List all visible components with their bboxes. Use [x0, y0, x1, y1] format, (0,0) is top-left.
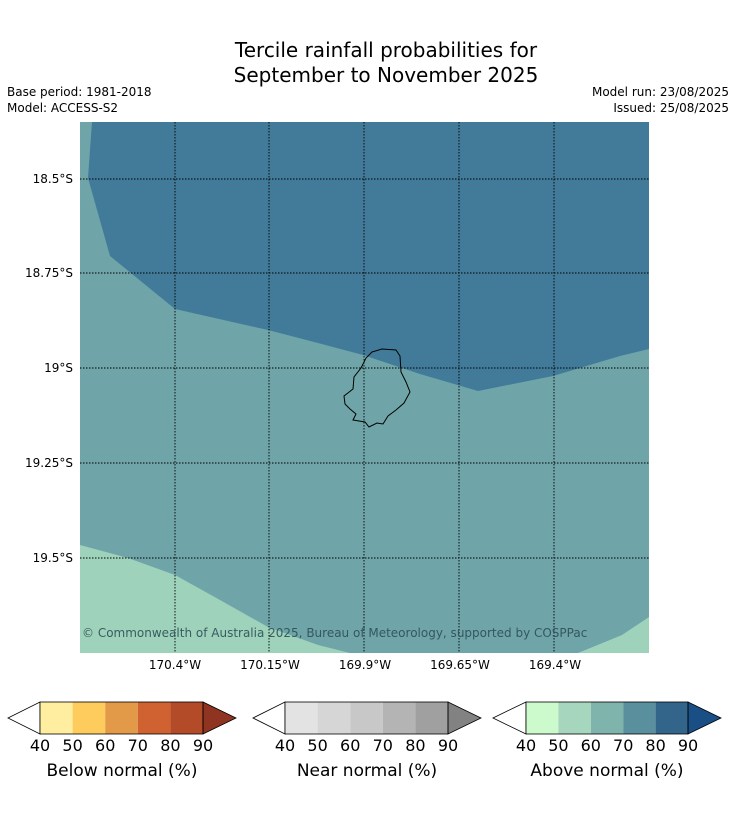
lon-label: 170.4°W — [149, 658, 201, 672]
title-line-2: September to November 2025 — [233, 63, 539, 87]
model-run: Model run: 23/08/2025 — [591, 85, 729, 99]
colorbar-high-extension — [687, 701, 722, 735]
colorbar-label-below: Below normal (%) — [46, 761, 198, 781]
lat-label: 18.75°S — [25, 266, 73, 280]
colorbar-swatch — [72, 702, 106, 734]
colorbar-swatch — [655, 702, 688, 734]
colorbar-swatch — [350, 702, 383, 734]
longitude-labels: 170.4°W 170.15°W 169.9°W 169.65°W 169.4°… — [149, 658, 581, 672]
colorbar-tick-label: 90 — [193, 736, 213, 755]
colorbar-tick-label: 80 — [160, 736, 180, 755]
colorbar-outline — [284, 701, 449, 735]
colorbar-tick-label: 60 — [581, 736, 601, 755]
colorbar-tick-label: 40 — [275, 736, 295, 755]
colorbar-tick-label: 70 — [613, 736, 633, 755]
metadata-left: Base period: 1981-2018 Model: ACCESS-S2 — [7, 84, 152, 116]
colorbar-low-extension — [252, 701, 286, 735]
colorbar-swatch — [526, 702, 559, 734]
lon-label: 169.65°W — [430, 658, 490, 672]
colorbar-swatch — [285, 702, 318, 734]
issued-date: Issued: 25/08/2025 — [613, 101, 729, 115]
colorbar-high-extension — [202, 701, 237, 735]
colorbar-tick-label: 50 — [548, 736, 568, 755]
colorbar-tick-label: 90 — [678, 736, 698, 755]
lon-label: 170.15°W — [240, 658, 300, 672]
colorbar-swatch — [590, 702, 624, 734]
lat-label: 18.5°S — [33, 172, 73, 186]
zone-above-50-60 — [80, 545, 350, 653]
colorbar-high-extension — [447, 701, 482, 735]
colorbar-tick-label: 60 — [95, 736, 115, 755]
colorbar-label-above: Above normal (%) — [530, 761, 684, 781]
colorbar-tick-label: 80 — [405, 736, 425, 755]
colorbar-swatch — [137, 702, 171, 734]
colorbar-low-extension — [7, 701, 41, 735]
colorbar-tick-label: 40 — [516, 736, 536, 755]
gridlines — [80, 122, 649, 653]
colorbar-swatch — [105, 702, 138, 734]
colorbar-tick-label: 60 — [340, 736, 360, 755]
lat-label: 19°S — [44, 361, 73, 375]
colorbar-swatch — [382, 702, 416, 734]
island-coastline — [343, 348, 411, 428]
colorbar-swatch — [317, 702, 351, 734]
colorbar-tick-label: 40 — [30, 736, 50, 755]
colorbar-tick-label: 80 — [645, 736, 665, 755]
map-title: Tercile rainfall probabilities for Septe… — [0, 38, 736, 88]
colorbar-outline — [39, 701, 204, 735]
lat-label: 19.5°S — [33, 551, 73, 565]
colorbar-tick-label: 70 — [128, 736, 148, 755]
metadata-right: Model run: 23/08/2025 Issued: 25/08/2025 — [592, 84, 729, 116]
colorbar-swatch — [170, 702, 203, 734]
colorbar-swatch — [558, 702, 591, 734]
colorbar-below-normal: 40 50 60 70 80 90 — [7, 701, 237, 755]
colorbar-near-normal: 40 50 60 70 80 90 — [252, 701, 482, 755]
copyright-text: © Commonwealth of Australia 2025, Bureau… — [82, 626, 587, 640]
colorbar-tick-label: 50 — [307, 736, 327, 755]
colorbar-swatch — [40, 702, 73, 734]
lon-label: 169.9°W — [339, 658, 391, 672]
lat-label: 19.25°S — [25, 456, 73, 470]
colorbar-outline — [525, 701, 689, 735]
base-period: Base period: 1981-2018 — [7, 85, 152, 99]
colorbar-swatch — [415, 702, 448, 734]
colorbar-low-extension — [492, 701, 527, 735]
latitude-labels: 18.5°S 18.75°S 19°S 19.25°S 19.5°S — [25, 172, 73, 565]
lon-label: 169.4°W — [529, 658, 581, 672]
zone-above-50-60-corner — [578, 617, 649, 653]
title-line-1: Tercile rainfall probabilities for — [234, 38, 538, 62]
colorbar-above-normal: 40 50 60 70 80 90 — [492, 701, 722, 755]
map-panel: © Commonwealth of Australia 2025, Bureau… — [80, 122, 649, 653]
colorbar-label-near: Near normal (%) — [296, 761, 438, 781]
colorbar-tick-label: 90 — [438, 736, 458, 755]
colorbar-swatch — [623, 702, 656, 734]
colorbar-tick-label: 50 — [62, 736, 82, 755]
model-name: Model: ACCESS-S2 — [7, 101, 119, 115]
colorbar-tick-label: 70 — [373, 736, 393, 755]
zone-above-70-80 — [88, 122, 649, 391]
